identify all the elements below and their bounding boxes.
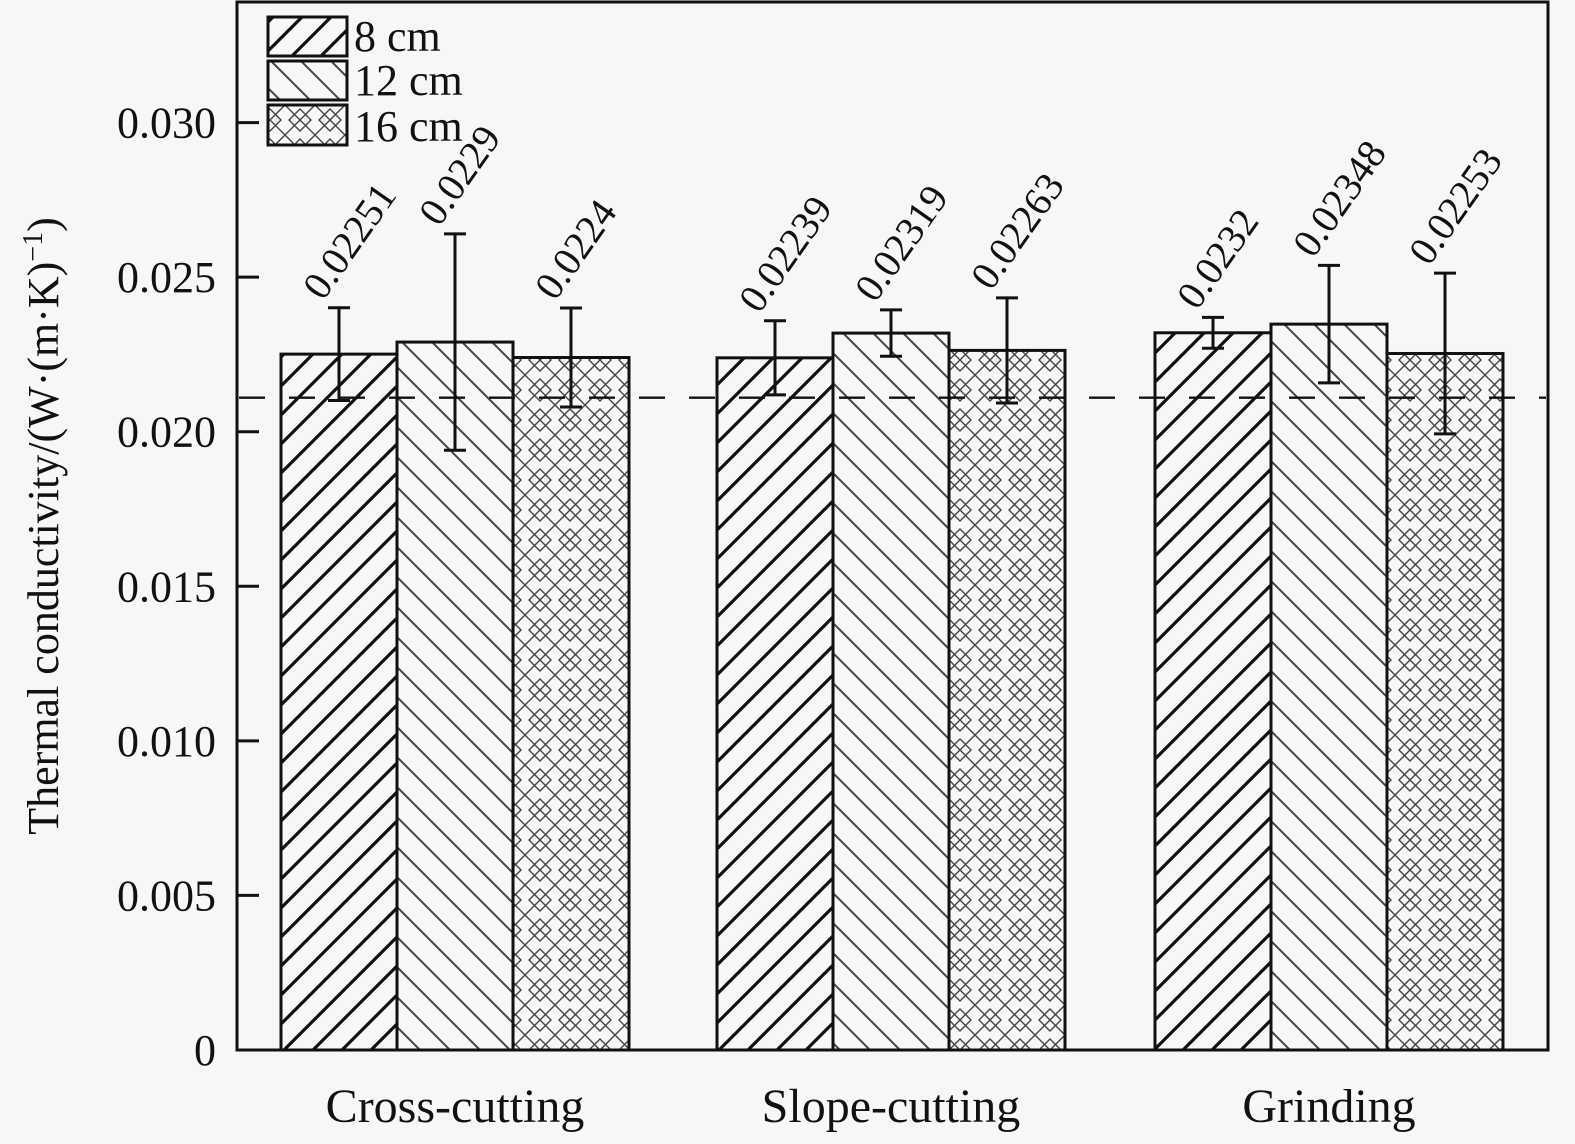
error-bar	[1202, 315, 1224, 350]
data-label: 0.0232	[1168, 201, 1268, 317]
y-axis: 0 0.005 0.010 0.015 0.020 0.025 0.030	[117, 99, 259, 1075]
data-label: 0.02251	[294, 175, 405, 307]
y-tick-label: 0.005	[117, 871, 216, 920]
plot-frame	[235, 0, 1550, 1052]
error-bar	[1434, 271, 1456, 436]
error-bar	[764, 319, 786, 397]
bars-layer	[279, 322, 1505, 1052]
x-axis: Cross-cutting Slope-cutting Grinding	[326, 1080, 1416, 1133]
y-tick-label: 0.025	[117, 253, 216, 302]
legend-label-16cm: 16 cm	[354, 102, 463, 151]
x-category-label: Grinding	[1242, 1080, 1415, 1133]
x-category-label: Cross-cutting	[326, 1080, 585, 1133]
bar-grinding-8cm	[1153, 331, 1273, 1052]
bar-cross-cutting-16cm	[511, 356, 631, 1052]
error-bar	[1318, 263, 1340, 385]
legend-swatch-16cm	[266, 103, 349, 147]
y-tick-label: 0.015	[117, 562, 216, 611]
bar-slope-cutting-12cm	[831, 331, 951, 1052]
data-label: 0.02239	[730, 188, 841, 320]
x-category-label: Slope-cutting	[762, 1080, 1021, 1133]
legend-swatch-8cm	[266, 15, 349, 58]
error-bar	[880, 308, 902, 358]
data-label: 0.02263	[962, 165, 1073, 297]
bar-grinding-16cm	[1385, 351, 1505, 1052]
legend-label-12cm: 12 cm	[354, 56, 463, 105]
data-label: 0.02348	[1284, 132, 1395, 264]
y-axis-title: Thermal conductivity/(W·(m·K)−1)	[18, 217, 68, 834]
bar-cross-cutting-8cm	[279, 352, 399, 1052]
bar-slope-cutting-8cm	[715, 356, 835, 1052]
bar-slope-cutting-16cm	[947, 348, 1067, 1052]
legend-label-8cm: 8 cm	[354, 12, 441, 61]
error-bar	[560, 306, 582, 409]
data-label: 0.0224	[526, 191, 626, 307]
error-bar	[996, 296, 1018, 405]
bar-grinding-12cm	[1269, 322, 1389, 1052]
error-bars-layer	[328, 232, 1456, 452]
error-bar	[328, 306, 350, 402]
legend: 8 cm 12 cm 16 cm	[266, 12, 463, 151]
data-label: 0.02253	[1400, 140, 1511, 272]
error-bar	[444, 232, 466, 452]
y-tick-label: 0	[194, 1026, 216, 1075]
y-tick-label: 0.010	[117, 717, 216, 766]
y-tick-label: 0.020	[117, 408, 216, 457]
legend-swatch-12cm	[266, 59, 349, 102]
bar-cross-cutting-12cm	[395, 340, 515, 1052]
data-label: 0.02319	[846, 177, 957, 309]
y-tick-label: 0.030	[117, 99, 216, 148]
